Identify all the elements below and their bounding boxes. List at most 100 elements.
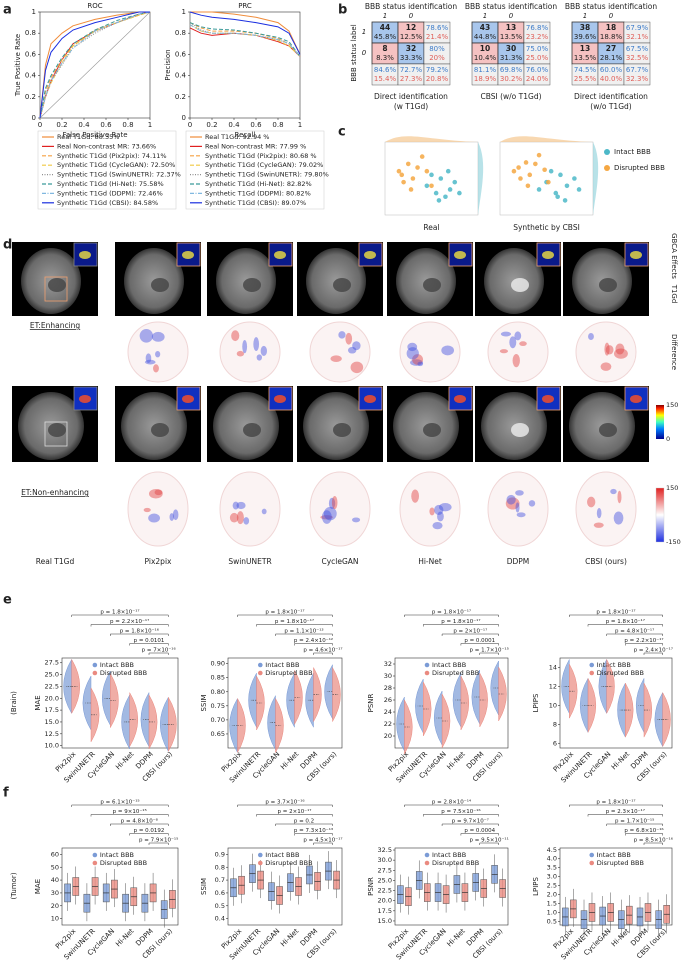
significance-bracket: [110, 823, 169, 826]
y-tick-label: 0.9: [215, 850, 225, 858]
panel-label: f: [3, 786, 9, 801]
difference-map: [127, 321, 189, 383]
legend-label: Disrupted BBB: [100, 669, 147, 677]
side-label: T1Gd: [670, 284, 678, 304]
plot-frame: [394, 657, 509, 749]
p-value: p = 1.8×10⁻¹⁷: [596, 799, 635, 806]
y-tick-label: 0.5: [547, 917, 557, 925]
legend-swatch: [424, 662, 430, 668]
inset-hotspot: [454, 251, 466, 259]
cell-text: 18.8%: [600, 33, 623, 41]
significance-bracket: [423, 624, 499, 627]
inset-hotspot: [79, 251, 91, 259]
x-axis-label: Synthetic by CBSI: [513, 223, 580, 232]
roi-box: [44, 276, 68, 302]
difference-blob: [506, 494, 516, 505]
matrix-cell: [623, 63, 651, 86]
significance-bracket: [313, 842, 333, 845]
difference-blob: [604, 342, 610, 356]
x-axis-label: False Positive Rate: [62, 131, 127, 139]
point: [447, 187, 453, 192]
y-tick-label: 30: [384, 672, 392, 680]
significance-bracket: [479, 842, 499, 845]
difference-blob: [253, 337, 260, 352]
p-value: p = 9×10⁻¹⁵: [113, 808, 147, 815]
p-value: p = 0.2: [294, 819, 314, 825]
difference-blob: [328, 497, 336, 510]
point: [405, 161, 411, 167]
density: [593, 142, 599, 215]
inset-hotspot: [182, 251, 194, 259]
point: [429, 183, 434, 189]
difference-blob: [499, 349, 508, 354]
difference-blob: [236, 501, 246, 510]
legend-swatch: [92, 852, 98, 858]
chart-title: PRC: [238, 2, 252, 10]
significance-bracket: [313, 652, 333, 655]
point: [401, 179, 406, 185]
point: [436, 198, 442, 203]
legend-label: Real Non-contrast MR: 73.66%: [57, 142, 156, 150]
p-value: p = 1.8×10⁻¹⁷: [441, 618, 480, 625]
lesion: [151, 278, 169, 292]
plot-frame: [227, 657, 343, 749]
y-tick-label: 0.4: [215, 915, 225, 923]
y-tick-label: 2.0: [547, 891, 557, 899]
col-class: 0: [409, 12, 414, 20]
point: [576, 187, 582, 192]
cell-text: 32.1%: [626, 33, 649, 41]
column-label: SwinUNETR: [228, 557, 271, 566]
difference-blob: [512, 353, 520, 368]
y-tick-label: 12: [549, 682, 557, 690]
cell-text: 20%: [429, 54, 445, 62]
lesion: [599, 423, 617, 437]
difference-blob: [169, 513, 175, 521]
y-tick-label: 0.90: [211, 660, 225, 668]
p-value: p = 9.5×10⁻¹¹: [470, 837, 509, 844]
y-tick-label: 24: [384, 708, 392, 716]
y-tick-label: 10: [549, 701, 557, 709]
x-tick-label: 0.8: [272, 121, 283, 129]
density: [478, 142, 484, 215]
difference-blob: [407, 342, 418, 352]
difference-map: [575, 471, 637, 547]
plot-frame: [61, 657, 179, 749]
col-class: 0: [609, 12, 614, 20]
p-value: p = 2×10⁻¹⁷: [277, 808, 311, 815]
cell-text: 44.8%: [474, 33, 497, 41]
significance-bracket: [404, 804, 499, 807]
legend-label: Disrupted BBB: [432, 859, 479, 867]
cell-text: 18: [606, 23, 616, 32]
y-tick-label: 25.0: [45, 671, 59, 679]
roi-box: [44, 421, 68, 447]
significance-bracket: [71, 614, 169, 617]
inset-hotspot: [274, 395, 286, 403]
point: [523, 160, 529, 165]
y-tick-label: 22.5: [378, 887, 392, 895]
legend-label: Intact BBB: [265, 661, 299, 669]
x-tick-label: 0: [38, 121, 42, 129]
difference-blob: [515, 490, 524, 496]
inset-hotspot: [542, 251, 554, 259]
p-value: p = 0.0101: [134, 638, 165, 644]
cell-text: 39.6%: [574, 33, 597, 41]
lesion: [423, 278, 441, 292]
legend-label: Synthetic T1Gd (DDPM): 72.46%: [57, 189, 163, 197]
legend-label: Synthetic T1Gd (CBSI): 84.58%: [57, 199, 158, 207]
colorbar-tick: -150: [666, 538, 681, 546]
difference-map: [127, 471, 189, 547]
y-tick-label: 32.5: [378, 846, 392, 854]
plot-frame: [559, 657, 673, 749]
legend-label: Synthetic T1Gd (SwinUNETR): 79.80%: [205, 171, 329, 179]
cell-text: 67.5%: [626, 45, 649, 53]
y-tick-label: 6: [553, 739, 557, 747]
x-tick-label: 0.4: [78, 121, 90, 129]
matrix-cell: [423, 63, 451, 86]
significance-bracket: [587, 624, 663, 627]
y-tick-label: 0.75: [211, 702, 225, 710]
difference-blob: [412, 354, 424, 365]
cell-text: 69.8%: [500, 66, 523, 74]
significance-bracket: [90, 814, 169, 817]
y-tick-label: 60: [51, 850, 59, 858]
